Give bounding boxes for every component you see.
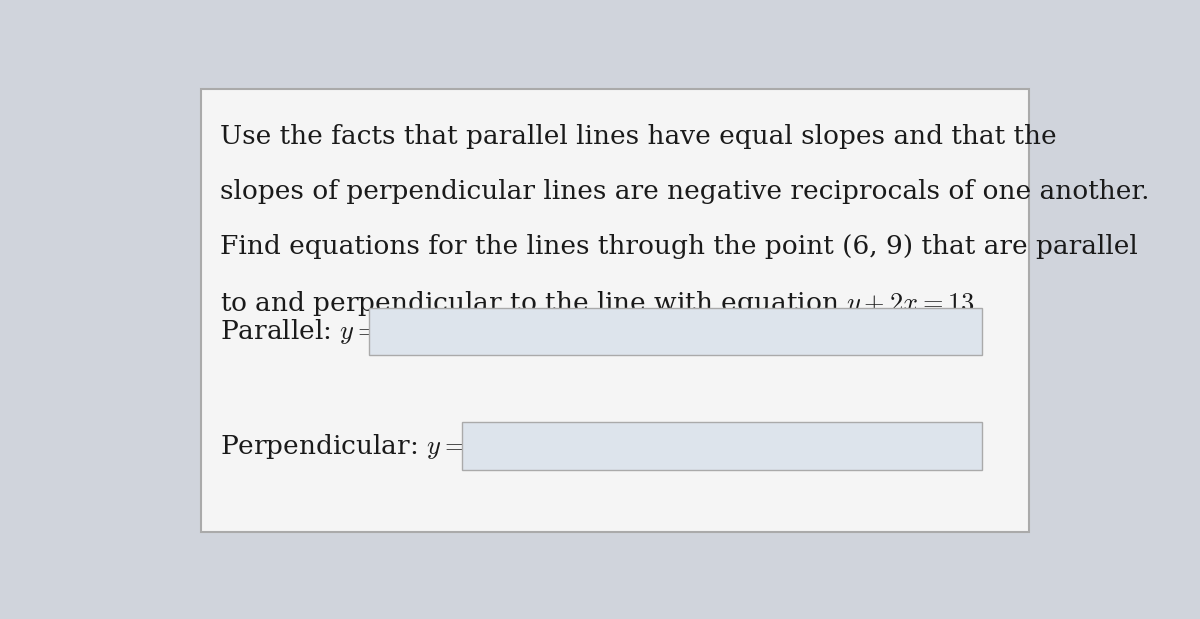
Text: slopes of perpendicular lines are negative reciprocals of one another.: slopes of perpendicular lines are negati… [220,179,1150,204]
Text: Find equations for the lines through the point (6, 9) that are parallel: Find equations for the lines through the… [220,234,1138,259]
FancyBboxPatch shape [368,308,983,355]
Text: Use the facts that parallel lines have equal slopes and that the: Use the facts that parallel lines have e… [220,124,1056,149]
Text: Perpendicular: $y =$: Perpendicular: $y =$ [220,431,464,461]
Text: Parallel: $y =$: Parallel: $y =$ [220,317,378,346]
Text: to and perpendicular to the line with equation $y + 2x = 13$.: to and perpendicular to the line with eq… [220,288,982,318]
FancyBboxPatch shape [202,89,1028,532]
FancyBboxPatch shape [462,422,983,470]
